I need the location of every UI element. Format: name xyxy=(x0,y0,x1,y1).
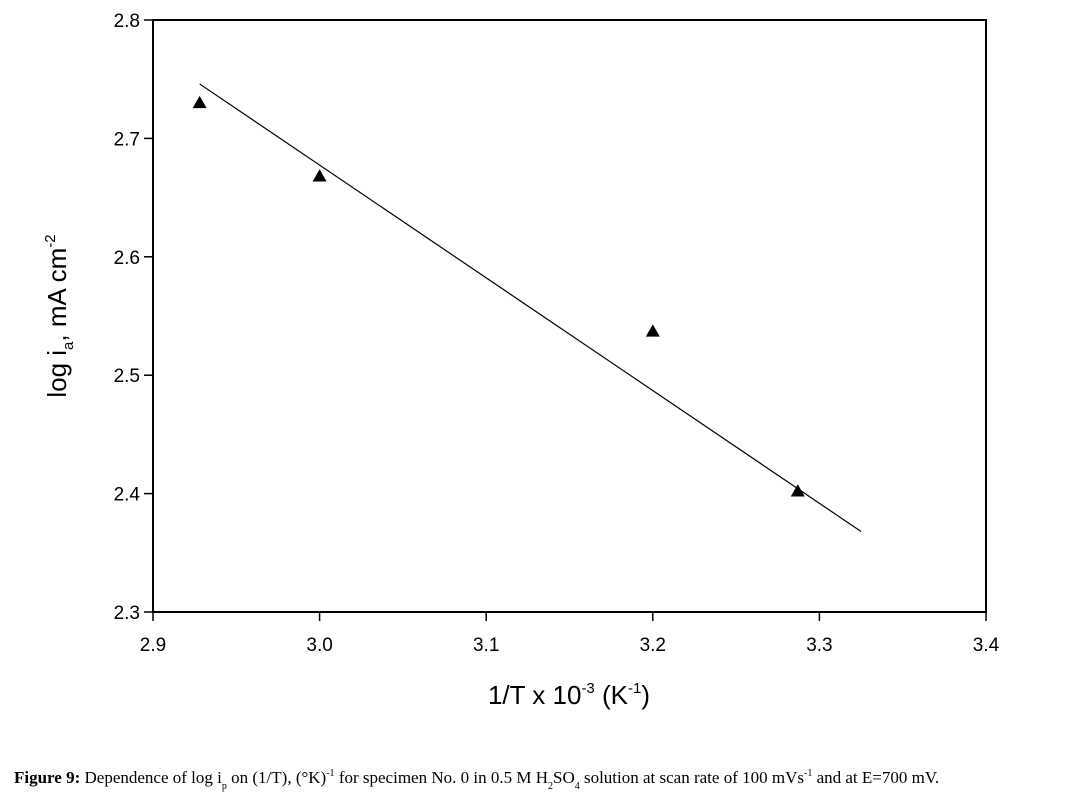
figure-caption: Figure 9: Dependence of log ip on (1/T),… xyxy=(14,768,1074,792)
y-axis-title-unit-exponent: -2 xyxy=(42,234,59,247)
x-tick-label: 3.3 xyxy=(806,635,832,656)
caption-text-6: and at E=700 mV. xyxy=(812,768,940,787)
y-axis-ticks: 2.3 2.4 2.5 2.6 2.7 2.8 xyxy=(114,11,153,624)
x-axis-title-unit-open: (K xyxy=(595,680,629,710)
x-tick-label: 2.9 xyxy=(140,635,166,656)
data-point-triangle xyxy=(192,95,207,109)
y-axis-title-unit: , mA cm xyxy=(42,248,72,342)
caption-sub-2: 2 xyxy=(547,781,553,792)
caption-sub-4: 4 xyxy=(574,781,580,792)
x-tick-label: 3.0 xyxy=(306,635,332,656)
caption-text-4: SO xyxy=(552,768,575,787)
x-axis-title-unit-close: ) xyxy=(641,680,650,710)
caption-text-2: on (1/T), (°K) xyxy=(226,768,327,787)
y-tick-label: 2.8 xyxy=(114,11,140,32)
fit-line xyxy=(199,83,862,532)
caption-text-3: for specimen No. 0 in 0.5 M H xyxy=(334,768,548,787)
x-axis-ticks: 2.9 3.0 3.1 3.2 3.3 3.4 xyxy=(140,612,1000,656)
x-axis-title-main: 1/T x 10 xyxy=(488,680,581,710)
caption-label: Figure 9: xyxy=(14,768,81,787)
data-point-triangle xyxy=(790,484,805,497)
y-tick-label: 2.4 xyxy=(114,485,141,506)
y-axis-title-subscript: a xyxy=(60,341,77,350)
fit-line-layer xyxy=(199,83,862,532)
x-tick-label: 3.1 xyxy=(473,635,499,656)
caption-sup-1: -1 xyxy=(326,768,335,779)
x-tick-label: 3.4 xyxy=(973,635,1000,656)
y-axis-title-main: log i xyxy=(42,350,72,398)
y-axis-title: log ia, mA cm-2 xyxy=(42,234,77,397)
x-axis-title: 1/T x 10-3 (K-1) xyxy=(488,680,650,710)
x-axis-title-unit-exponent: -1 xyxy=(628,680,641,697)
x-tick-label: 3.2 xyxy=(640,635,666,656)
data-point-triangle xyxy=(645,324,660,337)
caption-sub-p: p xyxy=(221,781,227,792)
caption-text-5: solution at scan rate of 100 mVs xyxy=(579,768,804,787)
data-markers xyxy=(192,95,805,497)
y-tick-label: 2.7 xyxy=(114,129,140,150)
y-tick-label: 2.5 xyxy=(114,366,140,387)
y-tick-label: 2.6 xyxy=(114,248,140,269)
chart: 2.3 2.4 2.5 2.6 2.7 2.8 2.9 3.0 3.1 3.2 3.3 3.4 1/… xyxy=(42,11,1000,710)
caption-text-1: Dependence of log i xyxy=(80,768,222,787)
data-point-triangle xyxy=(312,169,327,182)
x-axis-title-exponent: -3 xyxy=(581,680,594,697)
y-tick-label: 2.3 xyxy=(114,603,140,624)
caption-sup-2: -1 xyxy=(803,768,813,779)
plot-area-frame xyxy=(152,19,987,613)
